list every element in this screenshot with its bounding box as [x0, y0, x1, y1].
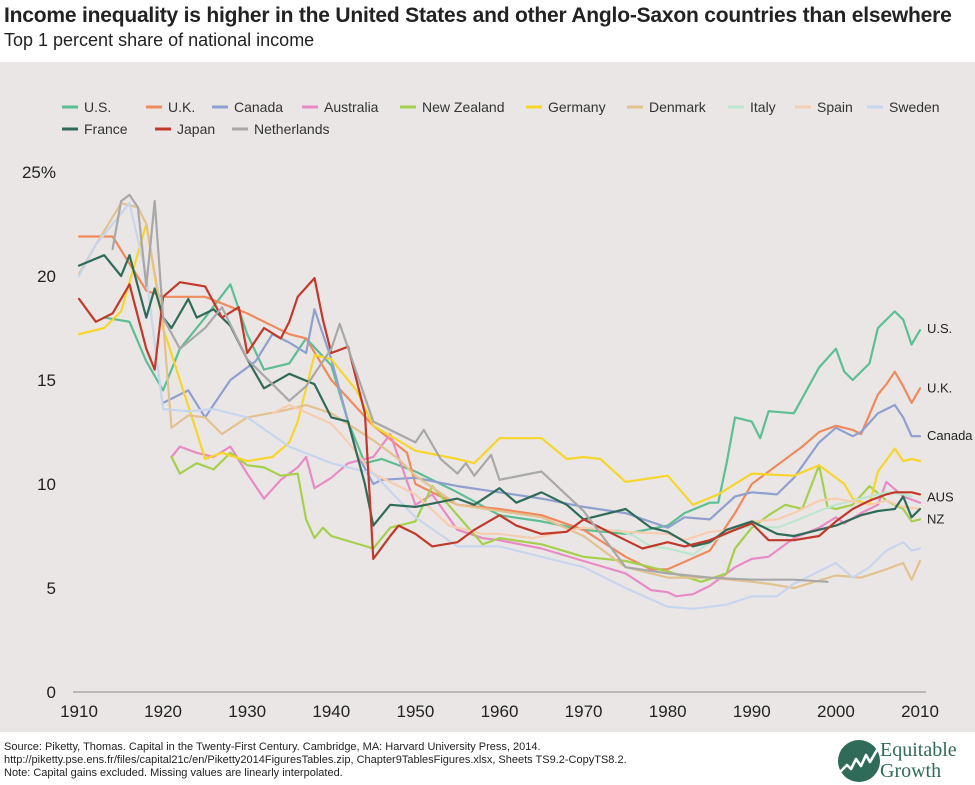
- equitable-growth-logo: [836, 738, 974, 784]
- legend-label: Denmark: [649, 99, 707, 115]
- series-line: [111, 193, 829, 583]
- x-tick-label: 1910: [60, 702, 98, 721]
- x-tick-label: 2010: [901, 702, 939, 721]
- y-tick-label: 5: [47, 579, 56, 598]
- series-line: [77, 254, 922, 548]
- x-tick-label: 1920: [144, 702, 182, 721]
- series-line: [77, 202, 922, 610]
- legend-label: Italy: [750, 99, 776, 115]
- source-url-line: http://piketty.pse.ens.fr/files/capital2…: [4, 754, 627, 766]
- y-tick-label: 15: [37, 371, 56, 390]
- legend-label: U.K.: [168, 99, 195, 115]
- source-note: Source: Piketty, Thomas. Capital in the …: [4, 741, 627, 780]
- legend-label: U.S.: [84, 99, 111, 115]
- legend-label: France: [84, 121, 128, 137]
- x-tick-label: 1950: [396, 702, 434, 721]
- series-line: [616, 491, 913, 556]
- logo-mark-icon: [838, 740, 880, 782]
- x-tick-label: 2000: [817, 702, 855, 721]
- legend-label: New Zealand: [422, 99, 505, 115]
- x-tick-label: 1960: [481, 702, 519, 721]
- x-tick-label: 1970: [565, 702, 603, 721]
- y-tick-label: 0: [47, 683, 56, 702]
- y-tick-label: 10: [37, 475, 56, 494]
- x-tick-label: 1980: [649, 702, 687, 721]
- legend-label: Japan: [177, 121, 215, 137]
- y-tick-label: 20: [37, 267, 56, 286]
- chart-subtitle: Top 1 percent share of national income: [4, 30, 315, 50]
- logo-word-1: Equitable: [880, 739, 957, 761]
- legend-label: Sweden: [889, 99, 940, 115]
- series-line: [77, 202, 922, 590]
- y-tick-label: 25%: [22, 163, 56, 182]
- series-line: [170, 433, 922, 598]
- legend-label: Australia: [324, 99, 379, 115]
- series-line: [77, 222, 922, 506]
- series-end-label: NZ: [927, 511, 944, 526]
- legend-label: Canada: [234, 99, 283, 115]
- source-line: Source: Piketty, Thomas. Capital in the …: [4, 741, 541, 753]
- line-chart: 0 5 10 15 20 25% 1910 1920 1930 1940 1950 1960 1970 1…: [22, 99, 973, 721]
- note-line: Note: Capital gains excluded. Missing va…: [4, 767, 343, 779]
- legend-label: Germany: [548, 99, 606, 115]
- series-end-label: U.K.: [927, 380, 952, 395]
- series-line: [77, 277, 922, 560]
- chart-title: Income inequality is higher in the Unite…: [4, 4, 952, 27]
- x-tick-label: 1940: [312, 702, 350, 721]
- x-tick-label: 1990: [733, 702, 771, 721]
- x-tick-label: 1930: [228, 702, 266, 721]
- series-line: [162, 308, 922, 529]
- series-end-label: Canada: [927, 428, 973, 443]
- logo-word-2: Growth: [880, 760, 942, 782]
- series-end-label: U.S.: [927, 321, 952, 336]
- legend-label: Netherlands: [254, 121, 330, 137]
- series-end-label: AUS: [927, 489, 954, 504]
- legend-label: Spain: [817, 99, 853, 115]
